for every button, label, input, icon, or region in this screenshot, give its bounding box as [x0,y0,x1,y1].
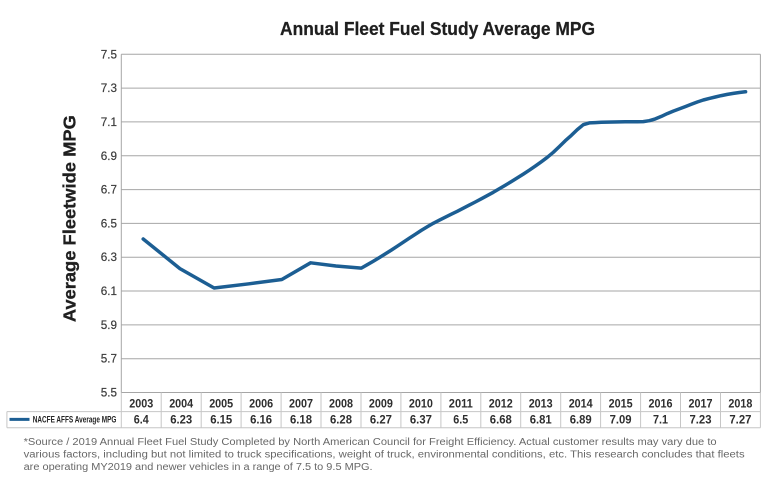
svg-text:6.9: 6.9 [101,150,117,163]
svg-text:2010: 2010 [409,397,433,411]
svg-text:7.3: 7.3 [101,82,117,95]
svg-text:7.27: 7.27 [729,413,751,427]
svg-text:are operating MY2019 and newer: are operating MY2019 and newer vehicles … [24,462,373,473]
svg-text:2015: 2015 [609,397,633,411]
svg-text:various factors, including but: various factors, including but not limit… [24,450,745,461]
svg-text:6.81: 6.81 [530,413,552,427]
svg-text:6.5: 6.5 [101,217,118,230]
svg-text:6.5: 6.5 [453,413,468,427]
svg-text:6.68: 6.68 [490,413,512,427]
svg-text:7.1: 7.1 [653,413,668,427]
svg-text:6.4: 6.4 [134,413,149,427]
svg-text:Annual Fleet Fuel Study Averag: Annual Fleet Fuel Study Average MPG [280,19,595,39]
svg-text:6.16: 6.16 [250,413,272,427]
svg-text:2003: 2003 [129,397,153,411]
svg-text:6.23: 6.23 [170,413,192,427]
svg-text:5.9: 5.9 [101,319,117,332]
svg-text:2012: 2012 [489,397,513,411]
svg-text:6.18: 6.18 [290,413,312,427]
svg-text:6.27: 6.27 [370,413,392,427]
svg-text:2006: 2006 [249,397,273,411]
svg-text:2009: 2009 [369,397,393,411]
svg-text:6.15: 6.15 [210,413,232,427]
svg-text:2011: 2011 [449,397,473,411]
svg-text:2014: 2014 [569,397,593,411]
svg-text:6.3: 6.3 [101,251,117,264]
svg-text:2007: 2007 [289,397,313,411]
svg-text:6.28: 6.28 [330,413,352,427]
svg-text:2017: 2017 [689,397,713,411]
svg-text:2013: 2013 [529,397,553,411]
svg-text:5.7: 5.7 [101,353,117,366]
svg-text:2005: 2005 [209,397,233,411]
svg-text:7.5: 7.5 [101,48,118,61]
svg-text:7.09: 7.09 [610,413,632,427]
svg-text:2004: 2004 [169,397,193,411]
svg-text:NACFE AFFS Average MPG: NACFE AFFS Average MPG [33,414,117,424]
svg-text:6.7: 6.7 [101,184,117,197]
svg-text:Average Fleetwide MPG: Average Fleetwide MPG [60,115,80,322]
svg-text:6.37: 6.37 [410,413,432,427]
svg-text:6.89: 6.89 [570,413,592,427]
svg-text:2016: 2016 [649,397,673,411]
svg-text:7.23: 7.23 [690,413,712,427]
svg-text:7.1: 7.1 [101,116,117,129]
svg-text:5.5: 5.5 [101,387,118,400]
svg-text:2008: 2008 [329,397,353,411]
svg-text:*Source / 2019 Annual Fleet Fu: *Source / 2019 Annual Fleet Fuel Study C… [24,437,717,448]
svg-text:2018: 2018 [728,397,752,411]
svg-text:6.1: 6.1 [101,285,117,298]
